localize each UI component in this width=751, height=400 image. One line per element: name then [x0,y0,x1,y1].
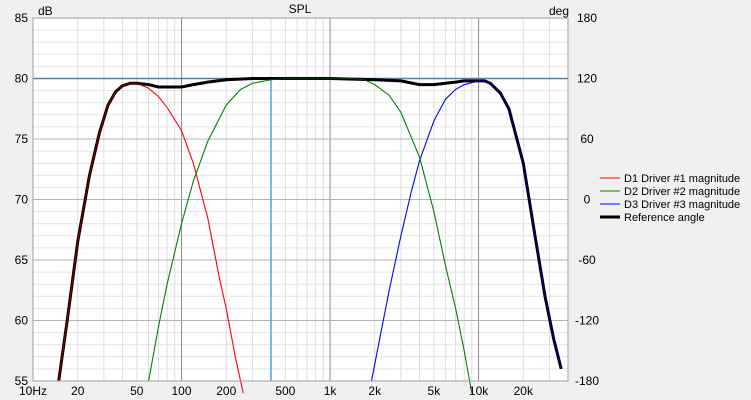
series-line-overlay-3 [371,80,562,382]
y2-tick-label: -180 [575,374,599,388]
chart-title: SPL [289,2,312,16]
y2-tick-label: -120 [575,314,599,328]
plot-border [32,17,569,382]
legend-label: D2 Driver #2 magnitude [624,186,740,198]
x-tick-label: 10Hz [19,384,47,398]
right-unit-label: deg [549,4,569,18]
y-tick-label: 70 [15,193,29,207]
left-unit-label: dB [38,4,53,18]
x-tick-label: 5k [428,384,442,398]
x-tick-label: 100 [172,384,192,398]
y2-tick-label: 120 [577,72,597,86]
x-tick-label: 500 [275,384,295,398]
y-tick-label: 75 [15,132,29,146]
legend-label: Reference angle [624,212,705,224]
x-tick-label: 2k [368,384,382,398]
x-tick-label: 20 [71,384,85,398]
series-line-overlay-1 [58,82,244,394]
x-tick-label: 10k [469,384,489,398]
series-line-overlay-2 [148,78,473,394]
y-tick-label: 85 [15,11,29,25]
x-tick-label: 200 [216,384,236,398]
y2-tick-label: 60 [580,132,594,146]
y2-tick-label: 180 [577,11,597,25]
legend-label: D3 Driver #3 magnitude [624,199,740,211]
legend-label: D1 Driver #1 magnitude [624,173,740,185]
y-axis-labels: 55 60 65 70 75 80 85 [15,11,29,388]
y2-tick-label: -60 [578,253,596,267]
y2-tick-label: 0 [584,193,591,207]
x-tick-label: 1k [324,384,338,398]
x-tick-label: 20k [514,384,534,398]
y-tick-label: 55 [15,374,29,388]
y-tick-label: 80 [15,72,29,86]
x-tick-label: 50 [130,384,144,398]
y2-axis-labels: -180 -120 -60 0 60 120 180 [575,11,599,388]
series-layer [57,77,563,394]
y-tick-label: 60 [15,314,29,328]
y-tick-label: 65 [15,253,29,267]
x-axis-labels: 10Hz 20 50 100 200 500 1k 2k 5k 10k 20k [19,384,534,398]
